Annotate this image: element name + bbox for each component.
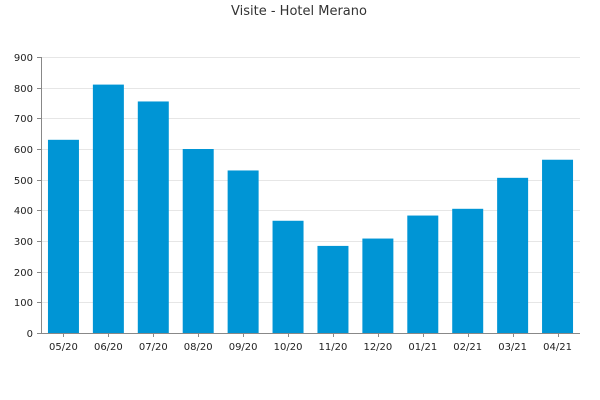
x-tick-label: 11/20 xyxy=(319,342,348,353)
bar xyxy=(137,101,169,333)
x-tick-label: 06/20 xyxy=(94,342,123,353)
bar xyxy=(227,170,259,333)
bar xyxy=(47,139,79,333)
bar xyxy=(272,220,304,333)
x-tick-label: 12/20 xyxy=(363,342,392,353)
y-tick-label: 600 xyxy=(14,145,33,156)
y-tick-label: 200 xyxy=(14,268,33,279)
bar xyxy=(542,159,574,333)
y-tick-label: 0 xyxy=(27,329,33,340)
y-tick-label: 400 xyxy=(14,206,33,217)
y-tick-label: 700 xyxy=(14,114,33,125)
chart-title: Visite - Hotel Merano xyxy=(231,4,367,19)
bar xyxy=(92,84,124,333)
bar xyxy=(497,177,529,333)
x-tick-label: 09/20 xyxy=(229,342,258,353)
x-tick-label: 04/21 xyxy=(543,342,572,353)
bar xyxy=(452,208,484,333)
bars xyxy=(47,84,574,333)
y-tick-label: 900 xyxy=(14,53,33,64)
axes xyxy=(37,57,580,337)
x-axis-tick-labels: 05/20 06/20 07/20 08/20 09/20 10/20 11/20 12/20… xyxy=(49,342,572,353)
bar xyxy=(362,238,394,333)
y-tick-label: 100 xyxy=(14,298,33,309)
x-tick-label: 08/20 xyxy=(184,342,213,353)
y-tick-label: 800 xyxy=(14,84,33,95)
bar xyxy=(407,215,439,333)
x-tick-label: 02/21 xyxy=(453,342,482,353)
y-tick-label: 300 xyxy=(14,237,33,248)
x-tick-label: 03/21 xyxy=(498,342,527,353)
y-tick-label: 500 xyxy=(14,176,33,187)
gridlines xyxy=(41,57,580,303)
x-tick-label: 10/20 xyxy=(274,342,303,353)
bar xyxy=(182,149,214,333)
x-tick-label: 01/21 xyxy=(408,342,437,353)
bar xyxy=(317,245,349,333)
x-tick-label: 07/20 xyxy=(139,342,168,353)
x-tick-label: 05/20 xyxy=(49,342,78,353)
y-axis-tick-labels: 0 100 200 300 400 500 600 700 800 900 xyxy=(14,53,33,340)
